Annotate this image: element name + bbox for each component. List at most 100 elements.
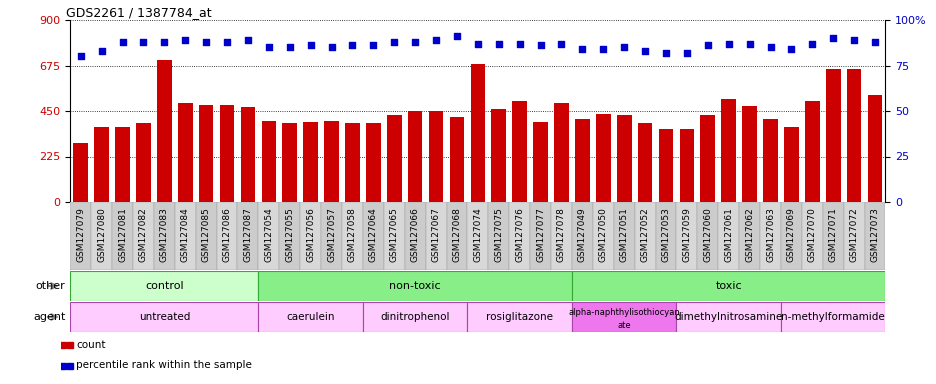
Point xyxy=(407,39,422,45)
Bar xyxy=(261,121,276,202)
Point xyxy=(553,41,568,47)
Text: GSM127056: GSM127056 xyxy=(306,207,314,262)
Text: GSM127077: GSM127077 xyxy=(535,207,545,262)
Text: GSM127061: GSM127061 xyxy=(724,207,732,262)
Text: GSM127069: GSM127069 xyxy=(786,207,795,262)
Point xyxy=(73,53,88,60)
Bar xyxy=(258,271,571,301)
Text: untreated: untreated xyxy=(139,312,190,322)
Bar xyxy=(783,127,797,202)
Bar xyxy=(344,123,359,202)
Bar xyxy=(425,202,446,270)
Bar xyxy=(279,202,300,270)
Bar xyxy=(846,68,860,202)
Text: GSM127053: GSM127053 xyxy=(661,207,670,262)
Text: GSM127079: GSM127079 xyxy=(76,207,85,262)
Bar xyxy=(196,202,216,270)
Text: toxic: toxic xyxy=(714,281,741,291)
Bar xyxy=(136,123,151,202)
Text: caerulein: caerulein xyxy=(286,312,334,322)
Text: agent: agent xyxy=(33,312,66,322)
Bar xyxy=(112,202,133,270)
Point xyxy=(490,41,505,47)
Bar xyxy=(637,123,651,202)
Bar xyxy=(70,302,258,332)
Bar xyxy=(613,202,634,270)
Point xyxy=(282,44,297,50)
Bar xyxy=(178,103,192,202)
Bar xyxy=(73,143,88,202)
Text: other: other xyxy=(36,281,66,291)
Bar xyxy=(324,121,339,202)
Bar xyxy=(801,202,822,270)
Bar xyxy=(595,114,610,202)
Bar xyxy=(115,127,130,202)
Bar xyxy=(488,202,508,270)
Bar xyxy=(676,302,780,332)
Text: GSM127076: GSM127076 xyxy=(515,207,523,262)
Point xyxy=(762,44,777,50)
Text: GSM127074: GSM127074 xyxy=(473,207,482,262)
Bar xyxy=(721,99,735,202)
Bar xyxy=(133,202,154,270)
Text: GSM127051: GSM127051 xyxy=(619,207,628,262)
Bar xyxy=(237,202,258,270)
Bar xyxy=(679,129,694,202)
Text: GSM127052: GSM127052 xyxy=(640,207,649,262)
Text: GSM127062: GSM127062 xyxy=(744,207,753,262)
Bar xyxy=(449,117,463,202)
Bar xyxy=(741,106,756,202)
Point xyxy=(741,41,756,47)
Point xyxy=(658,50,673,56)
Text: GSM127060: GSM127060 xyxy=(703,207,711,262)
Text: GSM127083: GSM127083 xyxy=(160,207,168,262)
Text: GSM127068: GSM127068 xyxy=(452,207,461,262)
Text: GSM127055: GSM127055 xyxy=(285,207,294,262)
Text: dimethylnitrosamine: dimethylnitrosamine xyxy=(674,312,782,322)
Bar xyxy=(759,202,780,270)
Bar xyxy=(95,127,109,202)
Point xyxy=(512,41,527,47)
Text: GSM127086: GSM127086 xyxy=(223,207,231,262)
Bar xyxy=(780,202,801,270)
Bar xyxy=(780,302,885,332)
Bar xyxy=(533,122,548,202)
Text: GSM127078: GSM127078 xyxy=(556,207,565,262)
Text: GSM127063: GSM127063 xyxy=(766,207,774,262)
Bar xyxy=(842,202,864,270)
Bar xyxy=(300,202,321,270)
Text: GSM127087: GSM127087 xyxy=(243,207,252,262)
Text: GSM127058: GSM127058 xyxy=(347,207,357,262)
Text: GSM127082: GSM127082 xyxy=(139,207,148,262)
Bar xyxy=(70,271,258,301)
Text: GSM127080: GSM127080 xyxy=(97,207,106,262)
Text: non-toxic: non-toxic xyxy=(389,281,441,291)
Bar xyxy=(571,302,676,332)
Point xyxy=(94,48,109,54)
Bar xyxy=(387,115,402,202)
Bar xyxy=(762,119,777,202)
Bar xyxy=(258,202,279,270)
Point xyxy=(783,46,798,52)
Point xyxy=(804,41,819,47)
Bar xyxy=(718,202,739,270)
Bar xyxy=(700,115,714,202)
Bar xyxy=(467,202,488,270)
Text: GDS2261 / 1387784_at: GDS2261 / 1387784_at xyxy=(66,6,212,19)
Bar xyxy=(362,302,467,332)
Bar xyxy=(512,101,526,202)
Bar xyxy=(154,202,175,270)
Text: GSM127071: GSM127071 xyxy=(827,207,837,262)
Text: GSM127065: GSM127065 xyxy=(389,207,399,262)
Bar xyxy=(362,202,384,270)
Bar xyxy=(303,122,317,202)
Bar xyxy=(530,202,550,270)
Text: GSM127064: GSM127064 xyxy=(369,207,377,262)
Point xyxy=(261,44,276,50)
Bar xyxy=(575,119,589,202)
Text: GSM127072: GSM127072 xyxy=(849,207,857,262)
Bar xyxy=(467,302,571,332)
Bar xyxy=(321,202,342,270)
Point xyxy=(387,39,402,45)
Point xyxy=(846,37,861,43)
